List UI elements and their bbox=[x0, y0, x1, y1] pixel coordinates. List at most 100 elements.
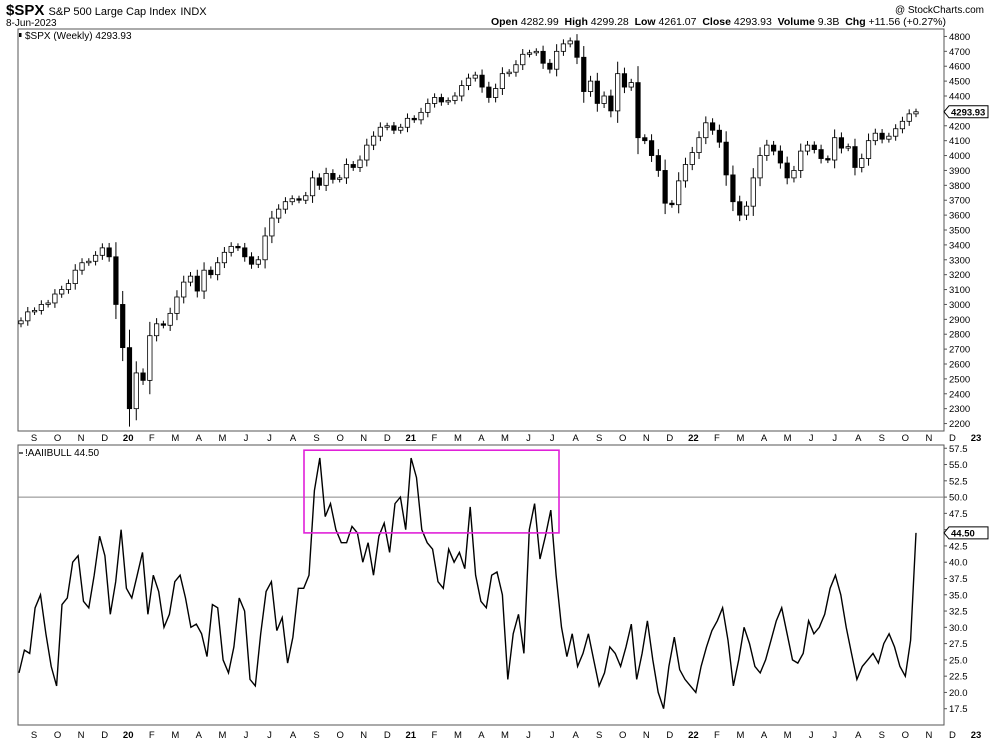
candle-body bbox=[92, 254, 99, 262]
candle-body bbox=[493, 88, 499, 98]
candle-body bbox=[208, 269, 214, 276]
candle-body bbox=[642, 137, 648, 142]
sentiment-x-tick-label: F bbox=[431, 730, 437, 741]
candle-body bbox=[248, 256, 255, 265]
price-x-tick-label: M bbox=[501, 433, 509, 444]
sentiment-y-tick-label: 57.5 bbox=[949, 444, 968, 455]
sentiment-x-tick-label: 23 bbox=[971, 730, 982, 741]
price-y-tick-label: 3300 bbox=[949, 255, 970, 266]
candle-body bbox=[126, 347, 133, 410]
sentiment-x-tick-label: M bbox=[171, 730, 179, 741]
candle-body bbox=[215, 262, 221, 276]
candle-body bbox=[676, 180, 682, 206]
candle-body bbox=[398, 126, 404, 131]
price-x-tick-label: A bbox=[290, 433, 297, 444]
candle-body bbox=[608, 95, 614, 112]
price-x-tick-label: N bbox=[925, 433, 932, 444]
candle-body bbox=[269, 217, 275, 237]
price-y-tick-label: 2600 bbox=[949, 360, 970, 371]
candle-body bbox=[594, 80, 600, 104]
candle-body bbox=[18, 320, 24, 325]
candle-body bbox=[45, 302, 51, 305]
candle-body bbox=[296, 198, 302, 201]
candle-body bbox=[316, 177, 322, 186]
sentiment-x-tick-label: M bbox=[454, 730, 462, 741]
chart-title: $SPX S&P 500 Large Cap Index INDX bbox=[6, 2, 207, 19]
candle-body bbox=[472, 74, 478, 79]
price-y-tick-label: 3900 bbox=[949, 166, 970, 177]
candle-body bbox=[506, 71, 512, 75]
candle-body bbox=[418, 111, 424, 121]
candle-body bbox=[309, 177, 316, 197]
candle-body bbox=[323, 173, 329, 186]
candle-body bbox=[140, 372, 146, 381]
candle-body bbox=[486, 86, 492, 98]
price-y-tick-label: 2200 bbox=[949, 419, 970, 430]
candle-body bbox=[716, 129, 722, 143]
price-x-tick-label: A bbox=[572, 433, 579, 444]
candle-body bbox=[235, 245, 241, 249]
price-y-tick-label: 2700 bbox=[949, 345, 970, 356]
candle-body bbox=[431, 97, 438, 104]
candle-body bbox=[750, 177, 756, 207]
sentiment-x-tick-label: J bbox=[526, 730, 531, 741]
price-x-tick-label: J bbox=[832, 433, 837, 444]
candle-body bbox=[628, 82, 634, 88]
price-x-tick-label: N bbox=[643, 433, 650, 444]
price-last-value-shape bbox=[943, 105, 989, 119]
candle-body bbox=[899, 120, 906, 130]
candle-body bbox=[879, 132, 885, 140]
sentiment-legend: !AAIIBULL 44.50 bbox=[25, 448, 100, 459]
candle-body bbox=[635, 82, 641, 139]
sentiment-last-value-shape bbox=[943, 526, 989, 540]
price-x-tick-label: F bbox=[431, 433, 437, 444]
candle-body bbox=[540, 50, 546, 64]
sentiment-y-tick-label: 47.5 bbox=[949, 509, 968, 520]
sentiment-x-tick-label: N bbox=[360, 730, 367, 741]
candle-body bbox=[154, 323, 160, 337]
candle-body bbox=[703, 122, 709, 139]
candle-body bbox=[560, 43, 567, 52]
candle-body bbox=[52, 293, 58, 304]
price-y-tick-label: 2400 bbox=[949, 389, 970, 400]
price-x-tick-label: O bbox=[619, 433, 626, 444]
price-x-tick-label: M bbox=[218, 433, 226, 444]
price-x-tick-label: O bbox=[336, 433, 343, 444]
candle-body bbox=[615, 73, 621, 112]
sentiment-y-tick-label: 50.0 bbox=[949, 493, 968, 504]
candle-body bbox=[777, 150, 783, 164]
candle-body bbox=[757, 155, 763, 179]
sentiment-y-tick-label: 30.0 bbox=[949, 623, 968, 634]
price-y-tick-label: 3400 bbox=[949, 240, 970, 251]
sentiment-x-tick-label: M bbox=[501, 730, 509, 741]
sentiment-x-tick-label: M bbox=[784, 730, 792, 741]
price-x-tick-label: M bbox=[454, 433, 462, 444]
sentiment-y-tick-label: 22.5 bbox=[949, 672, 968, 683]
sentiment-y-tick-label: 32.5 bbox=[949, 607, 968, 618]
candle-body bbox=[120, 304, 126, 349]
candle-body bbox=[771, 144, 777, 152]
candle-body bbox=[377, 126, 383, 137]
candle-body bbox=[499, 73, 506, 89]
sentiment-x-tick-label: 22 bbox=[688, 730, 699, 741]
sentiment-x-tick-label: D bbox=[666, 730, 673, 741]
sentiment-x-tick-label: J bbox=[267, 730, 272, 741]
sentiment-x-tick-label: N bbox=[925, 730, 932, 741]
price-x-tick-label: N bbox=[78, 433, 85, 444]
candle-body bbox=[147, 335, 153, 381]
candle-body bbox=[25, 311, 31, 322]
price-y-tick-label: 4700 bbox=[949, 47, 970, 58]
sentiment-x-tick-label: M bbox=[737, 730, 745, 741]
price-x-tick-label: J bbox=[809, 433, 814, 444]
price-x-tick-label: 23 bbox=[971, 433, 982, 444]
candle-body bbox=[370, 135, 377, 146]
candle-body bbox=[533, 50, 539, 54]
candle-body bbox=[59, 289, 65, 295]
candle-body bbox=[804, 144, 811, 152]
sentiment-x-tick-label: M bbox=[218, 730, 226, 741]
price-y-tick-label: 2900 bbox=[949, 315, 970, 326]
sentiment-x-tick-label: F bbox=[149, 730, 155, 741]
price-y-tick-label: 3000 bbox=[949, 300, 970, 311]
sentiment-x-tick-label: F bbox=[714, 730, 720, 741]
